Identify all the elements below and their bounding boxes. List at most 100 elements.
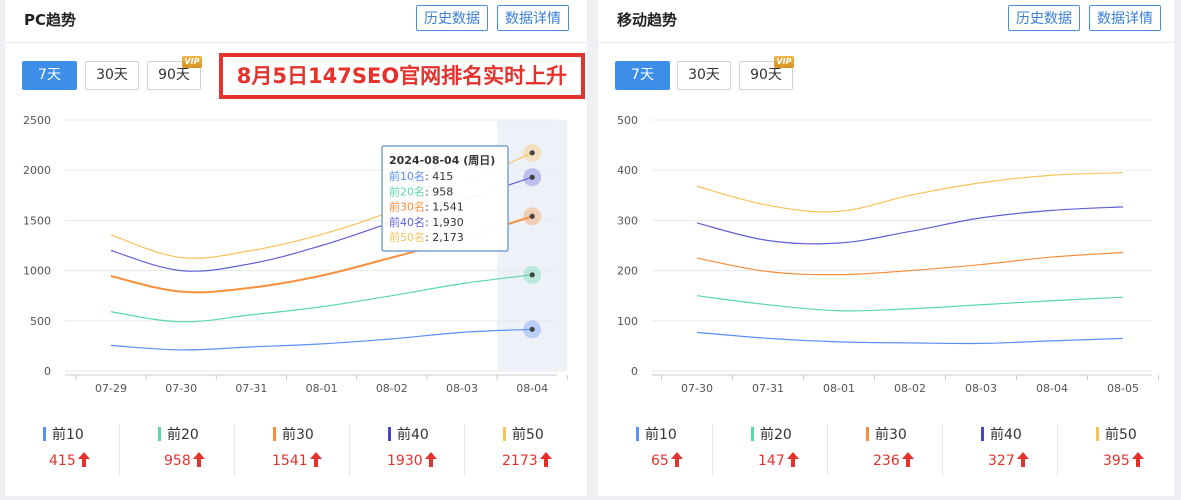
pc-series-top20-point	[529, 272, 535, 278]
pc-tooltip-row: 前40名: 1,930	[389, 215, 464, 229]
mobile-legend-top10-label: 前10	[636, 424, 677, 444]
mobile-range-7d-button[interactable]: 7天	[615, 61, 670, 90]
pc-range-90d-button[interactable]: 90天 VIP	[147, 56, 202, 90]
pc-y-tick-label: 2500	[23, 114, 51, 127]
pc-series-top10-point	[529, 326, 535, 332]
legend-swatch	[388, 427, 391, 441]
legend-swatch	[866, 427, 869, 441]
mobile-panel-title: 移动趋势	[617, 11, 678, 29]
mobile-legend-top20-label: 前20	[751, 424, 792, 444]
mobile-range-90d-button[interactable]: 90天 VIP	[739, 56, 794, 90]
pc-series-top30-point	[529, 213, 535, 219]
mobile-series-top20-line	[696, 295, 1124, 312]
pc-tooltip-row: 前20名: 958	[389, 184, 453, 198]
legend-divider	[119, 424, 120, 476]
pc-tooltip-box	[381, 145, 509, 252]
pc-legend: 前10 415 前20 958 前30 1541 前40 1930 前50 21…	[5, 422, 587, 482]
mobile-legend-top10-number: 65	[651, 453, 669, 469]
up-arrow-icon	[424, 452, 437, 467]
mobile-legend-top50: 前50 395	[1058, 422, 1173, 480]
pc-legend-top30-name: 前30	[282, 427, 314, 443]
pc-legend-top40-value: 1930	[387, 452, 437, 469]
mobile-series-top30-line	[696, 251, 1124, 276]
legend-swatch	[636, 427, 639, 441]
vip-badge-icon: VIP	[182, 56, 202, 68]
pc-tooltip-row: 前50名: 2,173	[389, 230, 464, 244]
pc-legend-top30-value: 1541	[272, 452, 322, 469]
pc-x-tick-label: 08-01	[306, 382, 338, 395]
pc-legend-top40: 前40 1930	[350, 422, 465, 480]
pc-range-30d-button[interactable]: 30天	[85, 61, 139, 90]
pc-legend-top40-number: 1930	[387, 453, 423, 469]
pc-series-top20-line	[110, 274, 533, 323]
legend-divider	[827, 424, 828, 476]
pc-trend-panel: PC趋势 历史数据 数据详情 7天 30天 90天 VIP 8月5日147SEO…	[5, 0, 587, 496]
legend-swatch	[981, 427, 984, 441]
mobile-history-button[interactable]: 历史数据	[1008, 5, 1080, 31]
up-arrow-icon	[539, 452, 552, 467]
pc-legend-top10-number: 415	[49, 453, 76, 469]
mobile-y-tick-label: 500	[617, 114, 638, 127]
up-arrow-icon	[77, 452, 90, 467]
mobile-legend-top50-label: 前50	[1096, 424, 1137, 444]
mobile-legend-top50-number: 395	[1103, 453, 1130, 469]
legend-divider	[942, 424, 943, 476]
pc-x-tick-label: 08-02	[376, 382, 408, 395]
legend-divider	[464, 424, 465, 476]
vip-badge-icon: VIP	[774, 56, 794, 68]
mobile-x-tick-label: 08-05	[1107, 382, 1139, 395]
mobile-range-30d-button[interactable]: 30天	[677, 61, 731, 90]
legend-swatch	[158, 427, 161, 441]
pc-legend-top20-number: 958	[164, 453, 191, 469]
up-arrow-icon	[192, 452, 205, 467]
pc-legend-top50-label: 前50	[503, 424, 544, 444]
pc-y-tick-label: 500	[30, 315, 51, 328]
mobile-legend-top30-label: 前30	[866, 424, 907, 444]
mobile-legend-top40-name: 前40	[990, 427, 1022, 443]
mobile-detail-button[interactable]: 数据详情	[1089, 5, 1161, 31]
pc-legend-top50: 前50 2173	[465, 422, 580, 480]
pc-series-top50-point	[529, 150, 535, 156]
pc-x-tick-label: 07-29	[95, 382, 127, 395]
mobile-legend-top10-value: 65	[651, 452, 683, 469]
pc-line-chart[interactable]: 0 500 1000 1500 2000 2500 07-29 07-30 07-31 08-01…	[5, 100, 587, 400]
pc-detail-button[interactable]: 数据详情	[497, 5, 569, 31]
mobile-legend-top40: 前40 327	[943, 422, 1058, 480]
mobile-legend-top30-value: 236	[873, 452, 914, 469]
mobile-x-tick-label: 07-31	[752, 382, 784, 395]
mobile-x-tick-label: 08-02	[894, 382, 926, 395]
pc-series-top40-point	[529, 174, 535, 180]
mobile-y-tick-label: 0	[631, 365, 638, 378]
mobile-y-tick-label: 200	[617, 265, 638, 278]
mobile-panel-header: 移动趋势 历史数据 数据详情	[598, 0, 1174, 43]
pc-range-90d-label: 90天	[158, 67, 190, 83]
mobile-legend-top30-number: 236	[873, 453, 900, 469]
pc-legend-top20-value: 958	[164, 452, 205, 469]
legend-swatch	[43, 427, 46, 441]
mobile-line-chart[interactable]: 0 100 200 300 400 500 07-30 07-31 08-01 08-02 08-0…	[598, 100, 1174, 400]
pc-history-button[interactable]: 历史数据	[416, 5, 488, 31]
mobile-legend-top40-number: 327	[988, 453, 1015, 469]
mobile-x-tick-label: 08-04	[1036, 382, 1068, 395]
up-arrow-icon	[786, 452, 799, 467]
mobile-series-top40-line	[696, 206, 1124, 245]
pc-legend-top10-name: 前10	[52, 427, 84, 443]
pc-legend-top50-name: 前50	[512, 427, 544, 443]
mobile-legend-top10: 前10 65	[598, 422, 713, 480]
mobile-legend-top50-value: 395	[1103, 452, 1144, 469]
pc-series-top10-line	[110, 328, 533, 351]
legend-divider	[234, 424, 235, 476]
legend-divider	[712, 424, 713, 476]
mobile-legend-top30-name: 前30	[875, 427, 907, 443]
pc-legend-top10-value: 415	[49, 452, 90, 469]
mobile-y-tick-label: 300	[617, 214, 638, 227]
mobile-legend: 前10 65 前20 147 前30 236 前40 327 前50 395	[598, 422, 1174, 482]
mobile-series-top50-line	[696, 172, 1124, 213]
pc-tooltip-row: 前30名: 1,541	[389, 200, 464, 214]
mobile-x-tick-label: 08-01	[823, 382, 855, 395]
mobile-legend-top30: 前30 236	[828, 422, 943, 480]
legend-swatch	[751, 427, 754, 441]
pc-range-7d-button[interactable]: 7天	[22, 61, 77, 90]
mobile-range-90d-label: 90天	[750, 67, 782, 83]
